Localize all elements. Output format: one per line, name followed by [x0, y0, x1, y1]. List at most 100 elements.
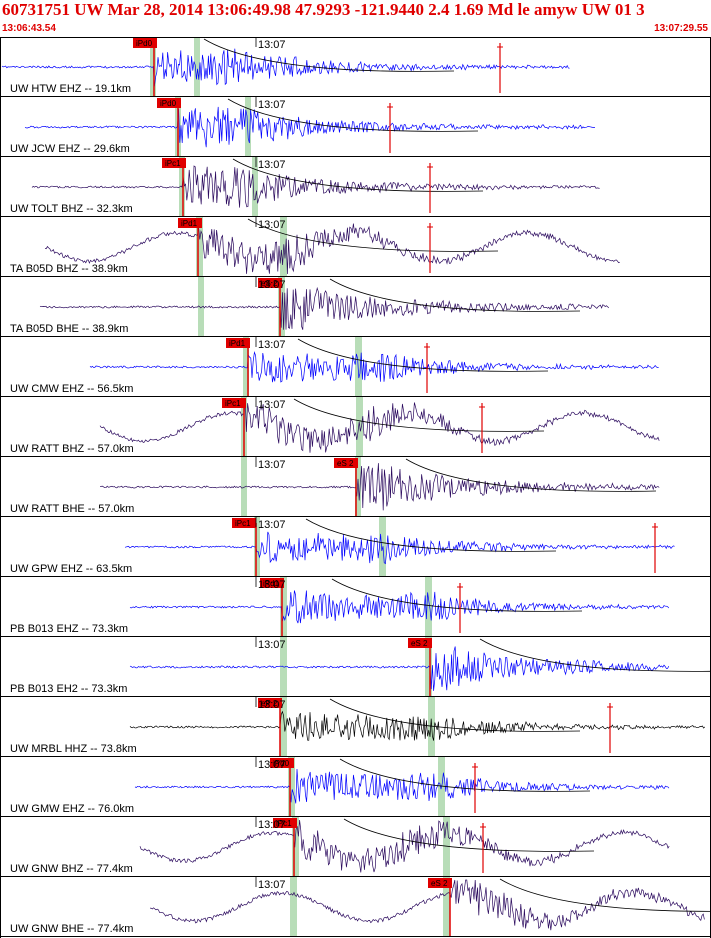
trace-panel[interactable]: eS 213:07 TA B05D BHE -- 38.9km — [0, 277, 711, 337]
time-marker-label: 13:07 — [258, 399, 286, 411]
phase-pick-box[interactable] — [133, 38, 157, 48]
station-label: UW TOLT BHZ -- 32.3km — [10, 203, 133, 215]
phase-pick-label: eS 2 — [411, 639, 428, 648]
arrival-curve — [232, 158, 484, 192]
phase-pick-box[interactable] — [428, 878, 452, 888]
station-label: UW GNW BHE -- 77.4km — [10, 923, 133, 935]
waveform-trace — [139, 819, 670, 873]
window-end-time: 13:07:29.55 — [654, 23, 708, 34]
phase-pick-box[interactable] — [273, 818, 297, 828]
waveform-trace — [129, 590, 670, 624]
waveform-trace — [1, 48, 570, 87]
waveform-trace — [39, 286, 610, 330]
waveform-trace — [134, 768, 670, 804]
phase-pick-box[interactable] — [226, 338, 250, 348]
station-label: UW GPW EHZ -- 63.5km — [10, 563, 132, 575]
phase-pick-label: iPc1 — [225, 399, 241, 408]
trace-panel[interactable]: iPc1 13:07 UW GPW EHZ -- 63.5km — [0, 517, 711, 577]
analysis-window — [252, 157, 258, 217]
arrival-curve — [479, 638, 711, 672]
waveform-trace — [89, 351, 659, 383]
analysis-window — [196, 217, 203, 277]
waveform-trace — [129, 710, 706, 741]
arrival-curve — [305, 518, 557, 552]
arrival-curve — [331, 578, 583, 612]
phase-pick-box[interactable] — [408, 638, 432, 648]
phase-pick-box[interactable] — [258, 698, 282, 708]
arrival-curve — [343, 818, 595, 852]
waveform-trace — [124, 531, 675, 565]
time-marker-label: 13:07 — [258, 879, 286, 891]
time-marker-label: 13:07 — [258, 819, 286, 831]
analysis-window — [425, 577, 432, 637]
phase-pick-box[interactable] — [157, 98, 181, 108]
trace-panel[interactable]: iPc1 13:07 UW RATT BHZ -- 57.0km — [0, 397, 711, 457]
phase-pick-label: eS 2 — [431, 879, 448, 888]
time-marker-label: 13:07 — [258, 759, 286, 771]
phase-pick-box[interactable] — [334, 458, 358, 468]
analysis-window — [280, 577, 287, 637]
time-marker-label: 13:07 — [258, 339, 286, 351]
waveform-trace — [44, 223, 620, 275]
trace-panel[interactable]: eS 2 13:07 PB B013 EH2 -- 73.3km — [0, 637, 711, 697]
phase-pick-box[interactable] — [178, 218, 202, 228]
analysis-window — [443, 817, 450, 877]
waveform-trace — [149, 879, 705, 931]
phase-pick-box[interactable] — [162, 158, 186, 168]
trace-panel[interactable]: eS 2 13:07 UW GNW BHE -- 77.4km — [0, 877, 711, 937]
time-marker-label: 13:07 — [258, 279, 286, 291]
arrival-curve — [499, 878, 711, 912]
phase-pick-label: iPd1 — [181, 219, 198, 228]
station-label: UW MRBL HHZ -- 73.8km — [10, 743, 137, 755]
analysis-window — [443, 877, 450, 937]
phase-pick-box[interactable] — [222, 398, 246, 408]
phase-pick-label: iPd0 — [160, 99, 177, 108]
analysis-window — [290, 877, 297, 937]
time-marker-label: 13:07 — [258, 99, 286, 111]
event-header-title: 60731751 UW Mar 28, 2014 13:06:49.98 47.… — [2, 0, 645, 19]
time-marker-label: 13:07 — [258, 519, 286, 531]
time-marker-label: 13:07 — [258, 579, 286, 591]
station-label: UW HTW EHZ -- 19.1km — [10, 83, 131, 95]
station-label: PB B013 EH2 -- 73.3km — [10, 683, 127, 695]
phase-pick-box[interactable] — [270, 758, 294, 768]
analysis-window — [194, 37, 200, 97]
trace-panel[interactable]: iPd0 13:07 UW JCW EHZ -- 29.6km — [0, 97, 711, 157]
station-label: UW RATT BHZ -- 57.0km — [10, 443, 134, 455]
time-marker-label: 13:07 — [258, 159, 286, 171]
phase-pick-label: eS 2 — [337, 459, 354, 468]
time-marker-label: 13:07 — [258, 39, 286, 51]
station-label: UW GNW BHZ -- 77.4km — [10, 863, 133, 875]
phase-pick-label: iPd1 — [229, 339, 246, 348]
phase-pick-label: iPd0 — [273, 759, 290, 768]
trace-panel[interactable]: iPc1 13:07 UW TOLT BHZ -- 32.3km — [0, 157, 711, 217]
trace-panel[interactable]: eS 2 13:07 UW RATT BHE -- 57.0km — [0, 457, 711, 517]
analysis-window — [243, 337, 249, 397]
analysis-window — [288, 757, 295, 817]
phase-pick-box[interactable] — [232, 518, 256, 528]
phase-pick-box[interactable] — [258, 278, 282, 288]
phase-pick-label: iPd1 — [263, 579, 280, 588]
trace-panel[interactable]: iPd1 13:07 UW CMW EHZ -- 56.5km — [0, 337, 711, 397]
arrival-curve — [293, 398, 545, 432]
waveform-trace — [24, 106, 595, 148]
trace-panel[interactable]: iPd0 13:07 UW HTW EHZ -- 19.1km — [0, 37, 711, 97]
station-label: UW GMW EHZ -- 76.0km — [10, 803, 134, 815]
analysis-window — [355, 337, 362, 397]
phase-pick-label: eP 2 — [261, 699, 278, 708]
phase-pick-label: iPc1 — [235, 519, 251, 528]
arrival-curve — [339, 758, 591, 792]
phase-pick-box[interactable] — [260, 578, 284, 588]
arrival-curve — [405, 458, 657, 492]
trace-panel[interactable]: eP 213:07 UW MRBL HHZ -- 73.8km — [0, 697, 711, 757]
trace-panel[interactable]: iPd1 13:07 TA B05D BHZ -- 38.9km — [0, 217, 711, 277]
station-label: TA B05D BHE -- 38.9km — [10, 323, 128, 335]
analysis-window — [355, 457, 361, 517]
arrival-curve — [329, 278, 581, 312]
station-label: UW JCW EHZ -- 29.6km — [10, 143, 130, 155]
analysis-window — [198, 277, 204, 337]
